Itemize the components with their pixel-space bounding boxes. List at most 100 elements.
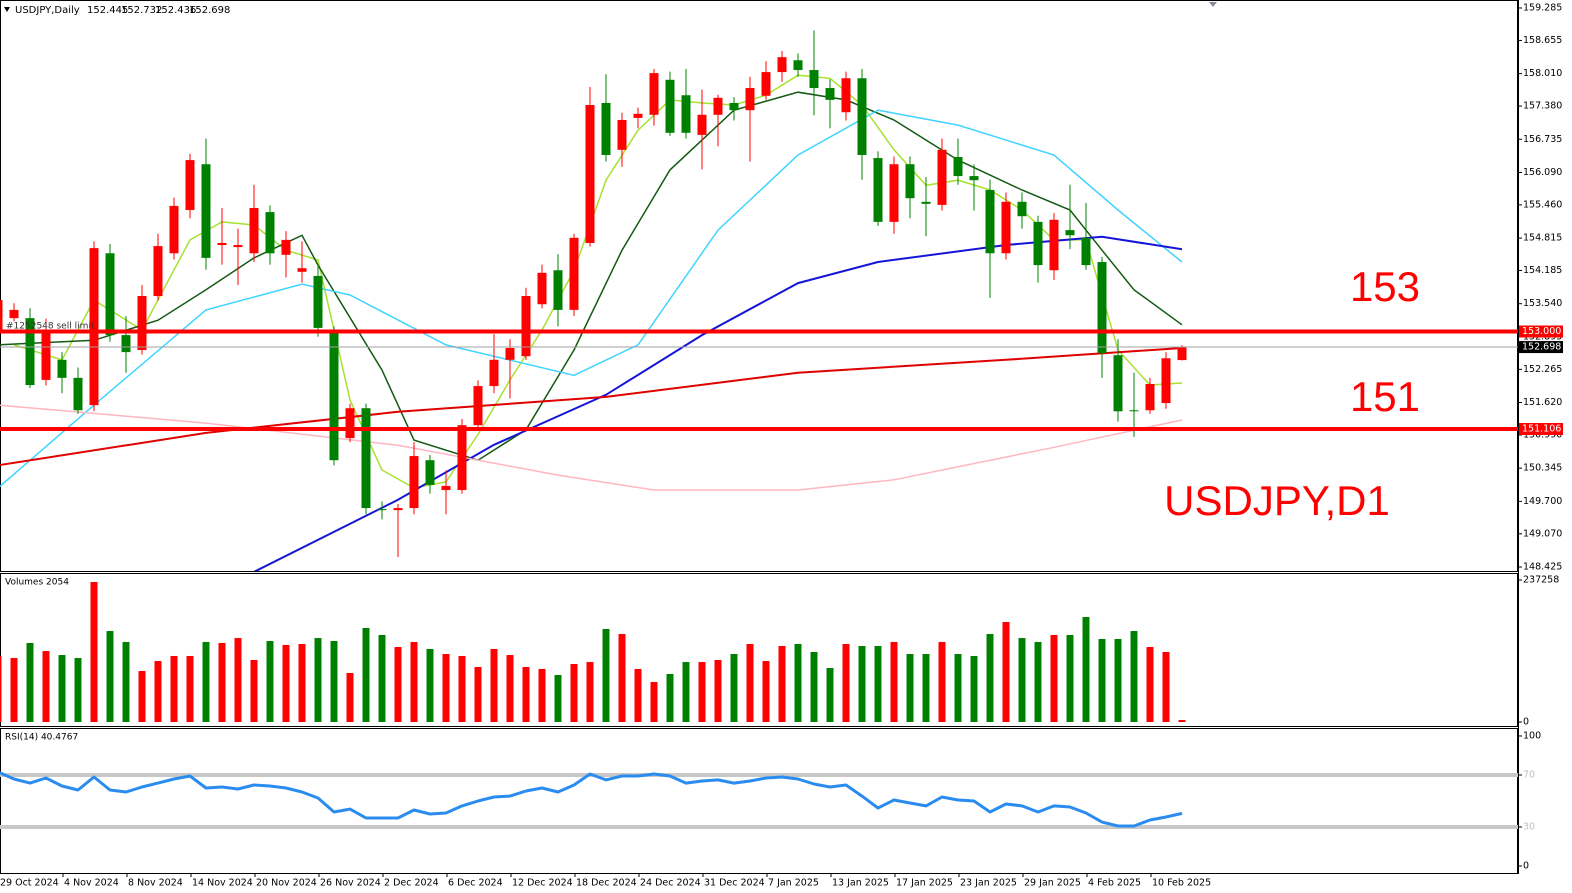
candle-body (297, 268, 307, 272)
volume-bar (1050, 634, 1058, 722)
candle-body (169, 205, 179, 254)
y-tick-label: 70 (1523, 770, 1535, 781)
candle-body (633, 113, 643, 118)
candle-body (473, 386, 483, 426)
volume-plot (0, 582, 1186, 722)
candle-body (521, 295, 531, 357)
candle-body (233, 245, 243, 248)
volume-bar (154, 661, 162, 722)
volume-bar (1178, 720, 1186, 722)
last-price-label: 152.698 (1522, 342, 1561, 353)
x-tick-label: 4 Feb 2025 (1088, 878, 1141, 889)
candle-body (1001, 201, 1011, 254)
volume-bar (890, 641, 898, 722)
volume-bar (90, 582, 98, 722)
volume-bar (810, 651, 818, 722)
moving-average (253, 235, 1183, 571)
candle-body (201, 164, 211, 258)
candle-body (489, 359, 499, 387)
candle-body (73, 377, 83, 411)
x-tick-label: 2 Dec 2024 (384, 878, 439, 889)
volume-bar (266, 641, 274, 722)
volume-bar (1162, 651, 1170, 722)
volume-bar (0, 656, 2, 722)
candle-body (1129, 410, 1139, 412)
volume-bar (26, 642, 34, 722)
volume-bar (250, 659, 258, 722)
candle-body (1081, 237, 1091, 266)
y-tick-label: 154.815 (1523, 233, 1562, 244)
volume-bar (538, 668, 546, 722)
volume-bar (938, 641, 946, 722)
y-tick-label: 237258 (1523, 575, 1559, 586)
price-level-box (1519, 423, 1563, 436)
volume-bar (330, 641, 338, 722)
x-tick-label: 20 Nov 2024 (256, 878, 317, 889)
volume-bar (1034, 641, 1042, 722)
price-level-label: 151.106 (1522, 424, 1561, 435)
volume-bar (842, 644, 850, 722)
main-plot (0, 30, 1518, 571)
candle-body (985, 189, 995, 254)
volume-bar (138, 671, 146, 722)
candle-body (9, 309, 19, 319)
volume-bar (1130, 631, 1138, 722)
candle-body (265, 212, 275, 254)
candle-body (281, 239, 291, 255)
x-tick-label: 12 Dec 2024 (512, 878, 573, 889)
candle-body (249, 207, 259, 254)
y-tick-label: 157.380 (1523, 101, 1562, 112)
volume-bar (442, 654, 450, 722)
candle-body (457, 425, 467, 491)
volume-bar (42, 651, 50, 722)
candle-body (441, 485, 451, 491)
candle-body (905, 164, 915, 199)
volume-bar (1098, 638, 1106, 722)
y-tick-label: 0 (1523, 861, 1529, 872)
y-tick-label: 154.185 (1523, 265, 1562, 276)
volume-bar (1066, 634, 1074, 722)
y-tick-label: 155.460 (1523, 199, 1562, 210)
candle-body (361, 408, 371, 509)
annotation: 153 (1350, 263, 1420, 310)
volume-bar (362, 627, 370, 722)
candle-body (873, 158, 883, 222)
moving-average (0, 404, 1183, 491)
volume-bar (650, 682, 658, 722)
chart-title: USDJPY,Daily (15, 5, 80, 16)
volume-bar (618, 634, 626, 722)
price-level-box (1519, 325, 1563, 338)
y-tick-label: 158.010 (1523, 68, 1562, 79)
candle-body (713, 97, 723, 115)
x-tick-label: 29 Oct 2024 (0, 878, 59, 889)
candle-body (1033, 221, 1043, 266)
rsi-plot (0, 771, 1518, 829)
candle-body (1145, 384, 1155, 411)
volume-bar (746, 644, 754, 722)
candle-body (841, 78, 851, 113)
volume-bar (554, 675, 562, 722)
volume-bar (394, 647, 402, 722)
candle-body (137, 295, 147, 351)
volume-bar (506, 655, 514, 722)
candle-body (665, 79, 675, 133)
moving-average (0, 91, 1183, 462)
volume-bar (10, 658, 18, 722)
volume-bar (1114, 638, 1122, 722)
candle-body (969, 176, 979, 181)
volume-bar (58, 655, 66, 722)
volume-bar (410, 641, 418, 722)
volume-bar (202, 641, 210, 722)
symbol-marker (4, 7, 10, 12)
candle-body (1097, 262, 1107, 354)
candle-body (505, 347, 515, 360)
y-tick-label: 156.735 (1523, 134, 1562, 145)
volume-bar (346, 672, 354, 722)
volume-bar (858, 645, 866, 722)
moving-average (0, 109, 1183, 488)
candle-body (393, 508, 403, 511)
volume-bar (314, 638, 322, 722)
moving-average (0, 347, 1183, 467)
x-tick-label: 23 Jan 2025 (960, 878, 1017, 889)
